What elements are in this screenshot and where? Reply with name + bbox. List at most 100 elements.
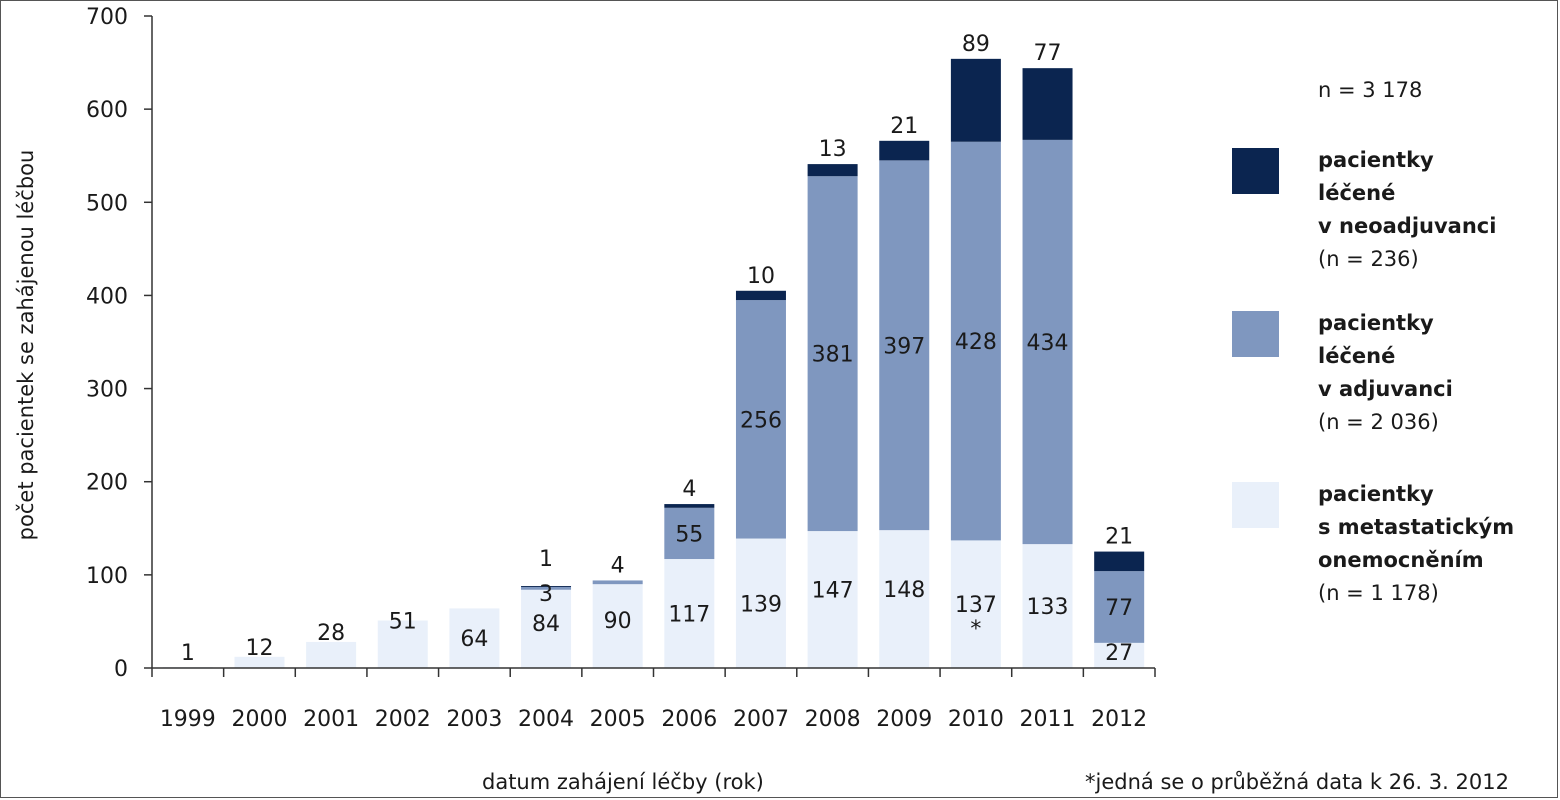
bar-metastatic-2003 [449, 608, 500, 668]
total-count: n = 3 178 [1318, 78, 1423, 102]
x-tick-label-2009: 2009 [876, 707, 932, 732]
data-label-neoadjuvant-2008: 13 [819, 137, 847, 162]
data-label-metastatic-2009: 148 [883, 578, 925, 603]
bar-metastatic-2002 [377, 620, 428, 668]
bar-adjuvant-2005 [592, 580, 643, 585]
y-tick-label: 200 [86, 471, 128, 496]
y-tick-label: 600 [86, 98, 128, 123]
bar-neoadjuvant-2004 [521, 586, 572, 587]
legend-text-neoadjuvant: pacientky léčené v neoadjuvanci (n = 236… [1318, 144, 1496, 276]
legend-text-metastatic: pacientky s metastatickým onemocněním (n… [1318, 478, 1514, 610]
y-tick-label: 500 [86, 191, 128, 216]
legend-line: léčené [1318, 344, 1396, 368]
bar-metastatic-2000 [234, 656, 285, 668]
data-label-metastatic-2006: 117 [668, 603, 710, 628]
bar-metastatic-2006 [664, 559, 715, 668]
legend-swatch-adjuvant [1232, 311, 1279, 357]
x-tick-label-2000: 2000 [231, 707, 287, 732]
legend-line: léčené [1318, 181, 1396, 205]
data-label-metastatic-2010: 137 [955, 593, 997, 618]
data-label-adjuvant-2006: 55 [675, 522, 703, 547]
legend-swatch-metastatic [1232, 482, 1279, 528]
x-tick-label-2010: 2010 [948, 707, 1004, 732]
x-tick-label-2001: 2001 [303, 707, 359, 732]
data-label-adjuvant-2009: 397 [883, 334, 925, 359]
data-label-metastatic-2002: 51 [389, 609, 417, 634]
y-tick-label: 100 [86, 564, 128, 589]
legend-line: v neoadjuvanci [1318, 214, 1497, 238]
data-label-neoadjuvant-2004: 1 [539, 547, 553, 572]
x-tick-label-2006: 2006 [661, 707, 717, 732]
bar-adjuvant-2012 [1094, 571, 1145, 643]
data-label-adjuvant-2007: 256 [740, 408, 782, 433]
x-tick-label-2005: 2005 [590, 707, 646, 732]
footnote: *jedná se o průběžná data k 26. 3. 2012 [1085, 770, 1509, 794]
bar-metastatic-2009 [879, 530, 930, 668]
data-label-metastatic-2008: 147 [812, 579, 854, 604]
data-label-neoadjuvant-2012: 21 [1105, 525, 1133, 550]
data-label-neoadjuvant-2009: 21 [890, 114, 918, 139]
data-label-metastatic-2012: 27 [1105, 641, 1133, 666]
y-tick-label: 700 [86, 5, 128, 30]
legend-line: onemocněním [1318, 548, 1484, 572]
data-label-neoadjuvant-2010: 89 [962, 32, 990, 57]
legend-text-adjuvant: pacientky léčené v adjuvanci (n = 2 036) [1318, 307, 1453, 439]
bar-adjuvant-2006 [664, 507, 715, 560]
x-tick-label-2002: 2002 [375, 707, 431, 732]
bar-metastatic-2010 [950, 540, 1001, 668]
y-tick-label: 400 [86, 284, 128, 309]
data-label-neoadjuvant-2007: 10 [747, 264, 775, 289]
asterisk-marker: * [970, 617, 981, 642]
bar-adjuvant-2011 [1022, 139, 1073, 545]
data-label-adjuvant-2004: 3 [539, 582, 553, 607]
legend-line: pacientky [1318, 148, 1434, 172]
data-label-metastatic-2005: 90 [604, 609, 632, 634]
data-label-adjuvant-2012: 77 [1105, 596, 1133, 621]
bar-neoadjuvant-2010 [950, 58, 1001, 142]
bar-metastatic-2001 [306, 641, 357, 668]
bar-adjuvant-2009 [879, 160, 930, 531]
x-tick-label-2007: 2007 [733, 707, 789, 732]
data-label-adjuvant-2008: 381 [812, 343, 854, 368]
legend-line: s metastatickým [1318, 515, 1515, 539]
y-tick-label: 0 [114, 657, 128, 682]
x-tick-label-1999: 1999 [160, 707, 216, 732]
bar-metastatic-2011 [1022, 544, 1073, 668]
x-tick-label-2011: 2011 [1020, 707, 1076, 732]
legend-swatch-neoadjuvant [1232, 148, 1279, 194]
x-tick-label-2012: 2012 [1091, 707, 1147, 732]
bar-neoadjuvant-2009 [879, 140, 930, 161]
legend-count: (n = 2 036) [1318, 410, 1439, 434]
bar-neoadjuvant-2012 [1094, 551, 1145, 572]
data-label-adjuvant-2010: 428 [955, 330, 997, 355]
bar-metastatic-2007 [735, 538, 786, 668]
bar-metastatic-2008 [807, 531, 858, 668]
bar-neoadjuvant-2007 [735, 290, 786, 301]
data-label-metastatic-2000: 12 [245, 636, 273, 661]
bar-adjuvant-2008 [807, 176, 858, 532]
legend-count: (n = 1 178) [1318, 581, 1439, 605]
bar-adjuvant-2007 [735, 300, 786, 539]
bar-metastatic-2004 [521, 589, 572, 668]
data-label-neoadjuvant-2011: 77 [1034, 41, 1062, 66]
legend-line: pacientky [1318, 311, 1434, 335]
data-label-metastatic-1999: 1 [181, 641, 195, 666]
x-tick-label-2004: 2004 [518, 707, 574, 732]
bar-neoadjuvant-2008 [807, 164, 858, 177]
data-label-neoadjuvant-2005: 4 [611, 553, 625, 578]
bar-metastatic-2005 [592, 584, 643, 668]
y-tick-label: 300 [86, 378, 128, 403]
bar-adjuvant-2010 [950, 141, 1001, 541]
x-tick-label-2003: 2003 [446, 707, 502, 732]
data-label-metastatic-2011: 133 [1027, 595, 1069, 620]
x-tick-label-2008: 2008 [805, 707, 861, 732]
legend-count: (n = 236) [1318, 247, 1419, 271]
legend-line: v adjuvanci [1318, 377, 1453, 401]
legend-line: pacientky [1318, 482, 1434, 506]
x-axis-title: datum zahájení léčby (rok) [482, 770, 764, 794]
bar-neoadjuvant-2006 [664, 504, 715, 508]
data-label-metastatic-2004: 84 [532, 612, 560, 637]
data-label-adjuvant-2011: 434 [1027, 331, 1069, 356]
